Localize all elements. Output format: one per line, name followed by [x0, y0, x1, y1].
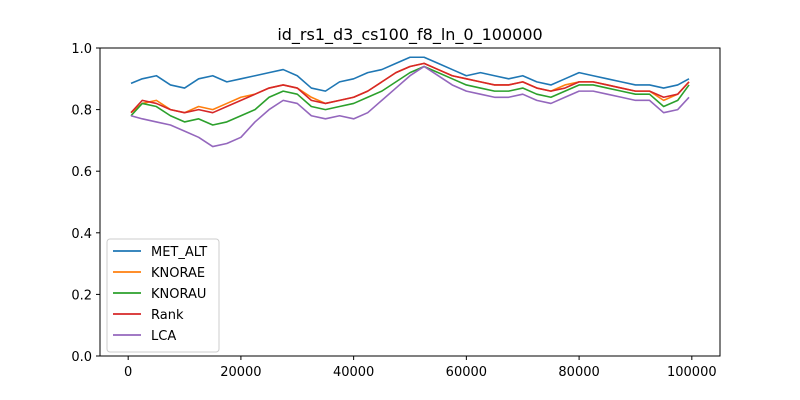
- legend-label: LCA: [151, 329, 176, 344]
- plot-frame: [99, 47, 721, 357]
- x-tick-label: 100000: [667, 365, 717, 380]
- legend-label: MET_ALT: [151, 245, 207, 260]
- y-tick-label: 0.6: [71, 165, 92, 180]
- x-tick-label: 20000: [220, 365, 261, 380]
- chart-title: id_rs1_d3_cs100_f8_ln_0_100000: [277, 25, 542, 45]
- x-tick-label: 60000: [446, 365, 487, 380]
- y-tick-label: 0.8: [71, 104, 92, 119]
- y-tick-label: 1.0: [71, 42, 92, 57]
- plot-area: [130, 56, 690, 148]
- y-tick-label: 0.0: [71, 350, 92, 365]
- y-tick-label: 0.4: [71, 227, 92, 242]
- legend-label: KNORAU: [151, 287, 206, 302]
- axes: 0 20000 40000 60000 80000 100000 0.0 0.2 0.4 0.6 0…: [71, 42, 721, 380]
- legend-label: Rank: [151, 308, 184, 323]
- legend-box: [106, 238, 220, 353]
- series-line-knorau: [130, 65, 690, 126]
- y-tick-label: 0.2: [71, 288, 92, 303]
- x-tick-label: 40000: [333, 365, 374, 380]
- series-line-lca: [130, 65, 690, 148]
- legend: MET_ALT KNORAE KNORAU Rank LCA: [106, 238, 220, 353]
- series-line-rank: [130, 62, 690, 114]
- legend-label: KNORAE: [151, 266, 205, 281]
- x-tick-label: 80000: [558, 365, 599, 380]
- x-tick-label: 0: [124, 365, 132, 380]
- series-line-met-alt: [130, 56, 690, 92]
